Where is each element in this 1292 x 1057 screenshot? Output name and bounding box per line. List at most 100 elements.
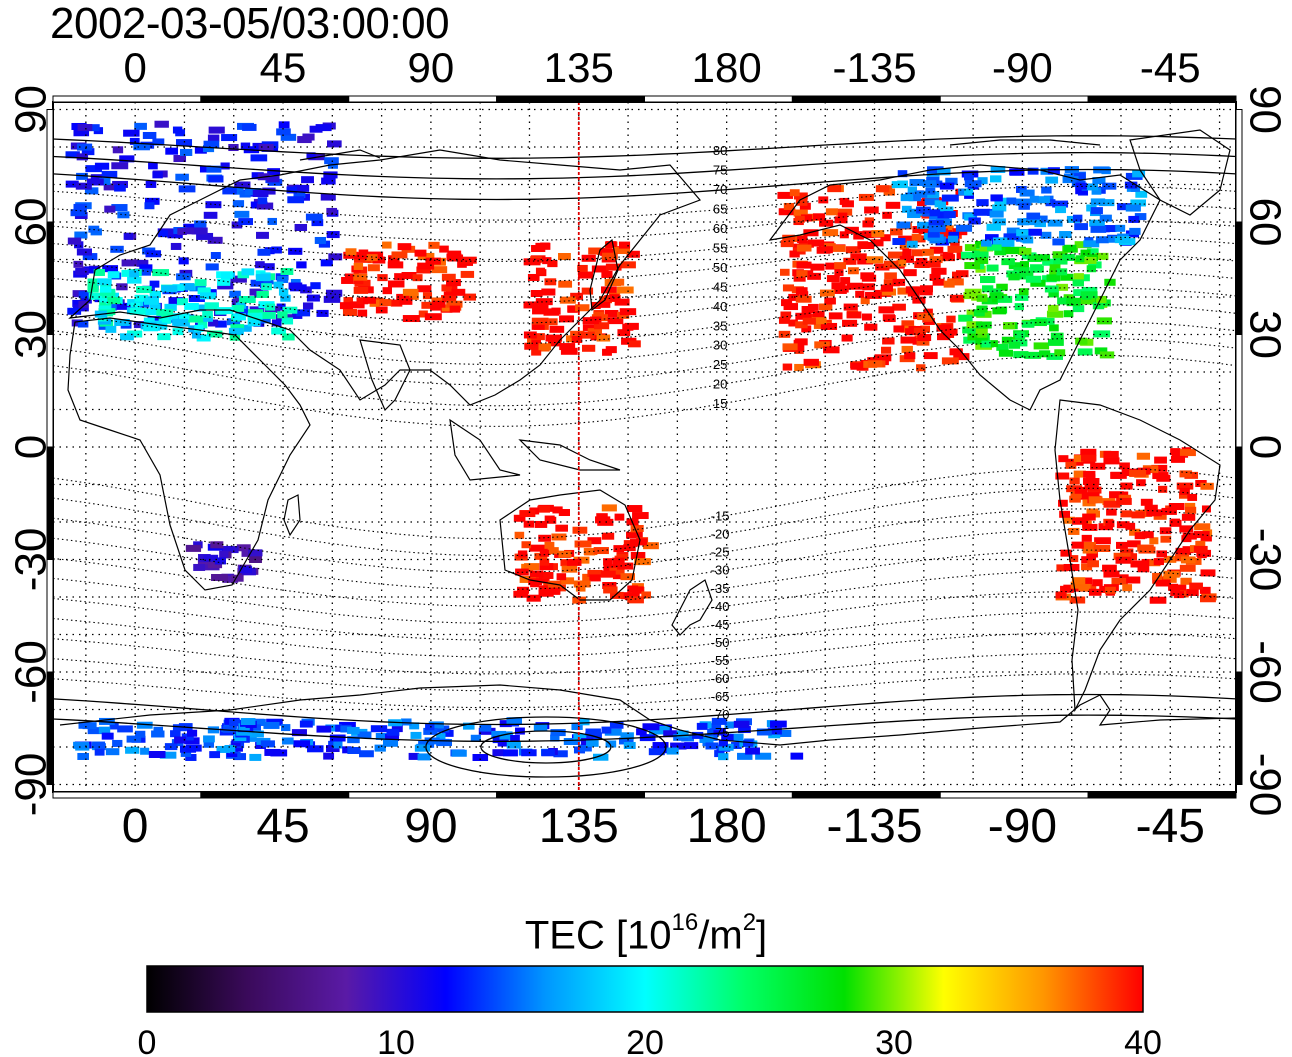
tec-cell-canada bbox=[1009, 168, 1019, 176]
tec-cell-north-america-west bbox=[941, 357, 959, 365]
tec-cell-canada bbox=[925, 187, 936, 195]
tec-cell-north-america-east bbox=[1025, 275, 1042, 283]
tec-cell-east-asia bbox=[570, 330, 585, 338]
tec-cell-antarctica bbox=[479, 724, 492, 732]
tec-cell-north-america-west bbox=[898, 235, 915, 243]
tec-cell-antarctica bbox=[506, 741, 521, 749]
top-longitude-tick-label: 180 bbox=[692, 44, 762, 91]
tec-cell-southern-africa bbox=[236, 544, 251, 552]
tec-cell-north-america-east bbox=[1030, 279, 1046, 287]
tec-cell-australia bbox=[534, 520, 548, 528]
tec-data-layer bbox=[65, 120, 1217, 762]
tec-cell-north-america-east bbox=[1077, 348, 1093, 356]
tec-cell-central-asia bbox=[387, 261, 404, 269]
tec-cell-south-america bbox=[1201, 505, 1211, 513]
tec-cell-east-asia bbox=[570, 292, 584, 300]
tec-cell-south-america bbox=[1142, 531, 1154, 539]
magnetic-latitude-contour bbox=[53, 219, 1236, 262]
frame-bar-bottom bbox=[496, 791, 645, 799]
tec-cell-north-america-west bbox=[830, 244, 846, 252]
right-latitude-tick-label: 0 bbox=[1240, 435, 1289, 459]
tec-cell-europe bbox=[231, 221, 243, 229]
magnetic-latitude-label: -55 bbox=[711, 653, 730, 668]
tec-cell-southern-africa bbox=[239, 566, 253, 574]
tec-cell-canada bbox=[1045, 176, 1059, 184]
tec-cell-east-asia bbox=[538, 343, 551, 351]
tec-cell-antarctica bbox=[382, 739, 399, 747]
magnetic-latitude-label: 80 bbox=[713, 143, 727, 158]
tec-cell-north-america-west bbox=[900, 336, 917, 344]
tec-cell-europe bbox=[203, 140, 220, 148]
tec-cell-europe bbox=[280, 133, 297, 141]
tec-cell-north-america-east bbox=[1062, 253, 1075, 261]
tec-cell-south-america bbox=[1125, 522, 1136, 530]
tec-cell-north-america-west bbox=[847, 267, 859, 275]
right-latitude-axis: 90 60 30 0 -30 -60 -90 bbox=[1240, 85, 1289, 816]
tec-cell-europe bbox=[177, 228, 187, 236]
tec-cell-europe bbox=[74, 231, 88, 239]
tec-cell-europe bbox=[123, 129, 140, 137]
tec-cell-europe bbox=[188, 294, 205, 302]
tec-cell-north-america-east bbox=[1001, 336, 1013, 344]
tec-cell-north-america-west bbox=[843, 257, 857, 265]
tec-cell-antarctica bbox=[249, 730, 264, 738]
tec-cell-europe-south bbox=[230, 324, 245, 332]
tec-cell-east-asia bbox=[577, 264, 588, 272]
magnetic-latitude-label: 30 bbox=[713, 338, 727, 353]
tec-cell-antarctica bbox=[737, 752, 753, 760]
tec-cell-europe bbox=[87, 178, 104, 186]
tec-cell-australia bbox=[617, 562, 634, 570]
tec-cell-north-america-east bbox=[1063, 244, 1077, 252]
tec-cell-europe bbox=[226, 318, 241, 326]
tec-cell-antarctica bbox=[676, 730, 689, 738]
tec-cell-east-asia bbox=[605, 241, 617, 249]
tec-cell-south-america bbox=[1058, 455, 1069, 463]
tec-cell-europe-south bbox=[149, 290, 161, 298]
tec-cell-north-america-east bbox=[974, 256, 989, 264]
tec-cell-antarctica bbox=[510, 734, 520, 742]
tec-cell-australia bbox=[526, 594, 541, 602]
tec-cell-antarctica bbox=[281, 737, 294, 745]
tec-cell-north-america-west bbox=[882, 337, 895, 345]
tec-cell-southern-africa bbox=[207, 561, 223, 569]
tec-cell-east-asia bbox=[582, 324, 598, 332]
tec-cell-east-asia bbox=[581, 254, 596, 262]
tec-cell-antarctica bbox=[92, 741, 106, 749]
tec-cell-antarctica bbox=[499, 720, 512, 728]
tec-cell-east-asia bbox=[531, 338, 542, 346]
tec-cell-europe-south bbox=[282, 333, 295, 341]
tec-cell-north-america-west bbox=[893, 325, 905, 333]
tec-cell-south-america bbox=[1168, 503, 1185, 511]
tec-cell-north-america-west bbox=[778, 316, 790, 324]
tec-cell-europe-south bbox=[172, 318, 188, 326]
tec-cell-south-america bbox=[1146, 509, 1162, 517]
tec-cell-europe-south bbox=[231, 304, 245, 312]
tec-cell-north-america-west bbox=[823, 346, 840, 354]
tec-cell-south-america bbox=[1120, 482, 1133, 490]
tec-cell-europe-south bbox=[280, 267, 294, 275]
tec-cell-north-america-east bbox=[1072, 279, 1084, 287]
tec-cell-central-asia bbox=[446, 300, 463, 308]
tec-cell-southern-africa bbox=[222, 575, 239, 583]
tec-cell-europe-south bbox=[199, 292, 217, 300]
tec-cell-europe bbox=[191, 227, 208, 235]
tec-cell-north-america-west bbox=[824, 297, 836, 305]
tec-cell-europe bbox=[175, 173, 189, 181]
right-latitude-tick-label: -90 bbox=[1240, 753, 1289, 817]
tec-cell-north-america-east bbox=[1005, 247, 1020, 255]
tec-cell-central-asia bbox=[396, 293, 412, 301]
tec-cell-europe bbox=[90, 174, 103, 182]
tec-cell-australia bbox=[523, 520, 535, 528]
tec-cell-antarctica bbox=[571, 722, 583, 730]
tec-cell-east-asia bbox=[535, 242, 551, 250]
tec-cell-north-america-west bbox=[795, 287, 808, 295]
tec-cell-south-america bbox=[1155, 579, 1171, 587]
tec-cell-south-america bbox=[1065, 461, 1077, 469]
tec-cell-europe bbox=[217, 282, 234, 290]
tec-cell-canada bbox=[1095, 236, 1109, 244]
tec-cell-antarctica bbox=[151, 730, 165, 738]
tec-cell-north-america-west bbox=[860, 297, 870, 305]
tec-cell-europe bbox=[119, 155, 135, 163]
tec-cell-antarctica bbox=[347, 726, 360, 734]
